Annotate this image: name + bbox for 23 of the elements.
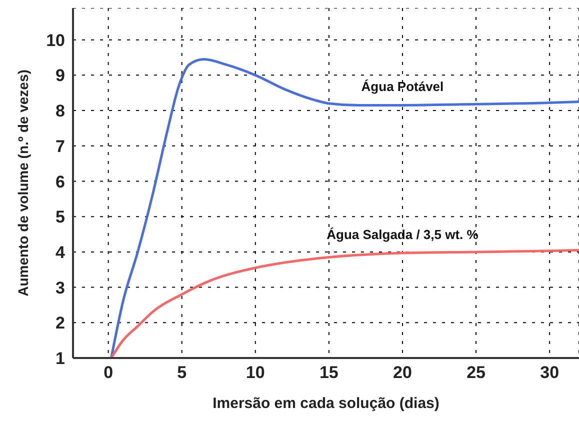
x-tick-label: 30 [540,363,560,382]
x-tick-label: 20 [393,363,412,382]
x-tick-label: 0 [104,363,114,382]
y-tick-label: 4 [56,242,66,262]
y-tick-label: 1 [56,349,65,368]
line-series [110,58,579,358]
x-tick-label: 15 [319,363,338,382]
x-tick-label: 10 [246,363,265,382]
series-label: Água Salgada / 3,5 wt. % [326,227,479,242]
y-tick-label: 3 [56,278,65,298]
line-series [110,248,579,358]
y-axis-title: Aumento de volume (n.º de vezes) [14,70,31,296]
y-tick-label: 6 [56,172,65,192]
y-tick-label: 7 [56,136,65,156]
y-tick-label: 5 [56,208,65,227]
x-tick-label: 5 [177,363,187,382]
y-tick-label: 9 [56,66,65,86]
y-tick-label: 2 [56,314,65,333]
y-tick-label: 10 [46,30,65,50]
x-tick-label: 25 [466,363,486,382]
x-axis-title: Imersão em cada solução (dias) [212,395,440,412]
y-tick-label: 8 [56,102,65,121]
series-label: Água Potável [361,79,444,94]
